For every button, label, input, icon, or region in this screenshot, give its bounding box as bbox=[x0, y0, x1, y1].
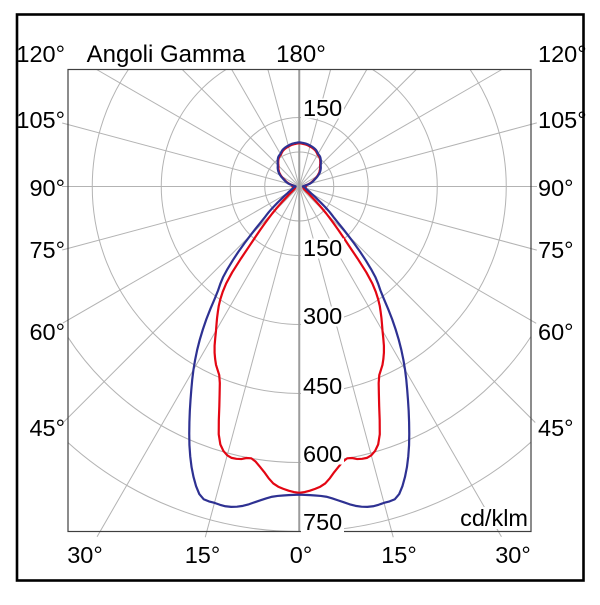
gamma-label-left-90: 90° bbox=[29, 175, 65, 201]
gamma-label-left-75: 75° bbox=[29, 237, 65, 263]
gamma-label-bottom-0: 30° bbox=[67, 542, 103, 568]
chart-title: Angoli Gamma bbox=[87, 41, 246, 68]
gamma-label-bottom-3: 15° bbox=[381, 542, 417, 568]
ring-label-150-0: 150 bbox=[303, 95, 342, 121]
radial-line-225 bbox=[181, 69, 300, 187]
radial-line-300 bbox=[62, 186, 300, 324]
radial-line-120 bbox=[298, 69, 503, 187]
gamma-label-right-60: 60° bbox=[538, 319, 574, 345]
intensity-curves bbox=[188, 141, 411, 508]
radial-line-150 bbox=[298, 69, 368, 187]
radial-line-75 bbox=[299, 186, 537, 251]
gamma-label-left-120: 120° bbox=[16, 41, 65, 67]
gamma-label-left-60: 60° bbox=[29, 319, 65, 345]
ring-value-labels: 150 150 300 450 600 750 bbox=[301, 95, 344, 535]
radial-line-135 bbox=[298, 69, 417, 187]
radial-line-105 bbox=[299, 122, 537, 187]
ring-label-450-3: 450 bbox=[303, 373, 342, 399]
radial-line-285 bbox=[62, 186, 300, 251]
gamma-label-right-90: 90° bbox=[538, 175, 574, 201]
polar-grid bbox=[62, 69, 537, 538]
gamma-label-right-45: 45° bbox=[538, 415, 574, 441]
gamma-label-bottom-4: 30° bbox=[495, 542, 531, 568]
gamma-label-right-120: 120° bbox=[538, 41, 587, 67]
radial-line-345 bbox=[204, 186, 300, 538]
ring-label-bg-5 bbox=[301, 512, 344, 533]
ring-label-bg-3 bbox=[301, 376, 344, 397]
radial-line-255 bbox=[62, 122, 300, 187]
radial-line-165 bbox=[298, 69, 332, 187]
gamma-angle-labels: 120° 120° 105° 105° 90° 90° 75° 75° 60° 60° 45° 45°… bbox=[16, 41, 586, 568]
outer-frame bbox=[15, 13, 585, 582]
gamma-label-bottom-2: 0° bbox=[290, 542, 312, 568]
ring-label-300-2: 300 bbox=[303, 303, 342, 329]
radial-line-60 bbox=[298, 186, 537, 324]
gamma-label-left-105: 105° bbox=[16, 107, 65, 133]
radial-line-315 bbox=[63, 186, 300, 423]
radial-line-210 bbox=[231, 69, 300, 187]
gamma-label-right-105: 105° bbox=[538, 107, 587, 133]
gamma-label-bottom-1: 15° bbox=[185, 542, 221, 568]
gamma-label-left-45: 45° bbox=[29, 415, 65, 441]
ring-label-bg-4 bbox=[301, 444, 344, 465]
radial-line-195 bbox=[267, 69, 300, 187]
curve-blue-curve bbox=[188, 141, 411, 508]
zenith-angle-label: 180° bbox=[276, 41, 326, 68]
ring-label-750-5: 750 bbox=[303, 509, 342, 535]
radial-line-45 bbox=[298, 186, 536, 423]
unit-label-bg bbox=[446, 507, 530, 529]
radial-line-240 bbox=[96, 69, 300, 187]
plot-border bbox=[67, 68, 532, 533]
ring-label-bg-2 bbox=[301, 306, 344, 327]
ring-label-150-1: 150 bbox=[303, 235, 342, 261]
ring-label-bg-1 bbox=[301, 238, 344, 259]
gamma-label-right-75: 75° bbox=[538, 237, 574, 263]
unit-label: cd/klm bbox=[460, 505, 528, 531]
ring-label-600-4: 600 bbox=[303, 441, 342, 467]
ring-label-bg-0 bbox=[301, 98, 344, 119]
radial-line-330 bbox=[96, 186, 300, 537]
